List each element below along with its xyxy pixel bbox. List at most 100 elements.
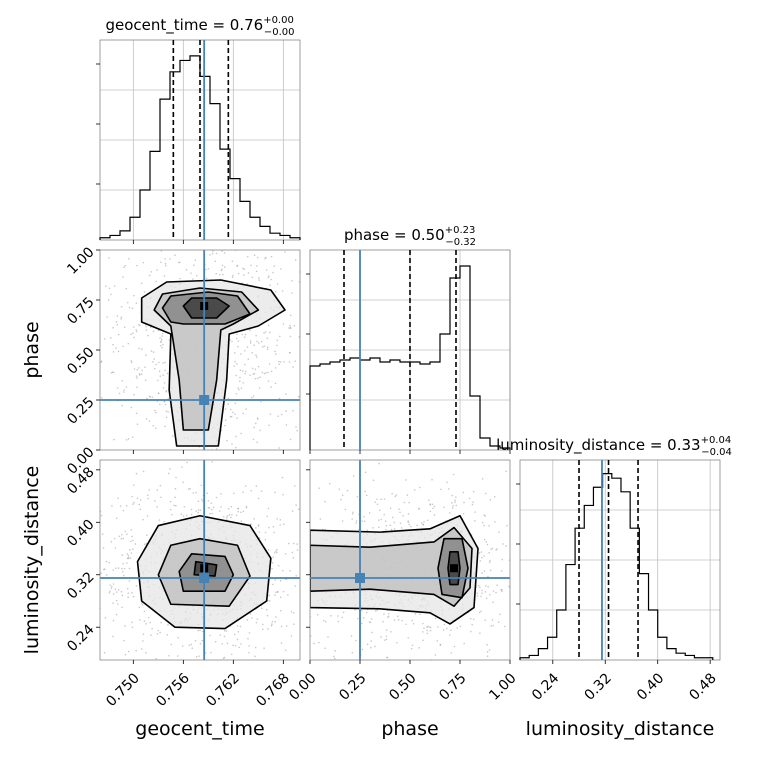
sample-point bbox=[484, 619, 487, 621]
sample-point bbox=[143, 620, 146, 622]
sample-point bbox=[453, 645, 456, 648]
sample-point bbox=[201, 237, 203, 239]
sample-point bbox=[127, 342, 130, 345]
sample-point bbox=[110, 540, 113, 543]
sample-point bbox=[314, 290, 316, 292]
sample-point bbox=[351, 651, 354, 654]
sample-point bbox=[251, 396, 253, 399]
sample-point bbox=[285, 393, 287, 395]
sample-point bbox=[398, 508, 400, 510]
sample-point bbox=[528, 547, 530, 549]
sample-point bbox=[97, 356, 99, 358]
sample-point bbox=[247, 358, 250, 360]
sample-point bbox=[529, 585, 531, 587]
sample-point bbox=[135, 412, 138, 415]
sample-point bbox=[95, 571, 97, 573]
sample-point bbox=[319, 518, 322, 520]
sample-point bbox=[190, 673, 192, 675]
sample-point bbox=[135, 472, 138, 475]
sample-point bbox=[91, 328, 93, 330]
sample-point bbox=[268, 526, 270, 529]
sample-point bbox=[124, 653, 127, 656]
sample-point bbox=[131, 626, 134, 629]
sample-point bbox=[164, 369, 166, 371]
sample-point bbox=[164, 264, 167, 267]
contour-line bbox=[140, 279, 286, 447]
sample-point bbox=[350, 635, 353, 637]
sample-point bbox=[442, 629, 445, 631]
sample-point bbox=[267, 487, 269, 489]
sample-point bbox=[209, 634, 211, 637]
sample-point bbox=[501, 558, 504, 561]
sample-point bbox=[190, 513, 193, 516]
sample-point bbox=[118, 392, 121, 395]
sample-point bbox=[130, 552, 133, 554]
sample-point bbox=[233, 365, 235, 367]
sample-point bbox=[281, 569, 284, 572]
sample-point bbox=[355, 520, 358, 522]
panel-hist-geocent_time: geocent_time = 0.76+0.00 −0.00 bbox=[96, 15, 301, 241]
sample-point bbox=[106, 316, 108, 318]
sample-point bbox=[281, 518, 283, 520]
sample-point bbox=[113, 675, 115, 677]
sample-point bbox=[244, 370, 247, 373]
sample-point bbox=[242, 510, 245, 513]
sample-point bbox=[433, 505, 436, 508]
x-axis-label-luminosity_distance: luminosity_distance bbox=[526, 718, 715, 740]
sample-point bbox=[232, 492, 235, 495]
sample-point bbox=[249, 340, 252, 342]
truth-marker bbox=[199, 395, 210, 405]
sample-point bbox=[223, 266, 226, 268]
sample-point bbox=[294, 585, 297, 587]
sample-point bbox=[75, 568, 77, 570]
sample-point bbox=[217, 238, 219, 240]
sample-point bbox=[414, 613, 417, 615]
sample-point bbox=[224, 424, 226, 427]
sample-point bbox=[223, 243, 225, 245]
sample-point bbox=[238, 646, 240, 649]
contour-line bbox=[310, 526, 473, 608]
sample-point bbox=[296, 240, 298, 242]
sample-point bbox=[426, 629, 428, 632]
sample-point bbox=[478, 552, 481, 554]
sample-point bbox=[502, 543, 504, 545]
y-tick-label: 0.50 bbox=[64, 344, 97, 377]
sample-point bbox=[338, 488, 341, 491]
sample-point bbox=[221, 264, 224, 267]
sample-point bbox=[215, 457, 217, 459]
sample-point bbox=[145, 418, 148, 420]
sample-point bbox=[131, 436, 134, 439]
sample-point bbox=[171, 662, 173, 664]
sample-point bbox=[302, 548, 304, 550]
sample-point bbox=[270, 624, 273, 627]
sample-point bbox=[274, 621, 276, 623]
sample-point bbox=[130, 529, 133, 531]
sample-point bbox=[143, 291, 146, 293]
sample-point bbox=[232, 644, 234, 647]
sample-point bbox=[275, 555, 277, 557]
sample-point bbox=[305, 290, 307, 292]
sample-point bbox=[501, 590, 503, 592]
sample-point bbox=[196, 649, 198, 651]
sample-point bbox=[105, 560, 108, 563]
sample-point bbox=[251, 351, 253, 354]
sample-point bbox=[201, 639, 204, 642]
sample-point bbox=[210, 229, 212, 231]
sample-point bbox=[305, 101, 307, 103]
sample-point bbox=[156, 489, 159, 491]
sample-point bbox=[230, 653, 233, 656]
sample-point bbox=[142, 261, 145, 264]
sample-point bbox=[300, 640, 302, 642]
sample-point bbox=[266, 614, 269, 617]
sample-point bbox=[218, 510, 221, 512]
sample-point bbox=[124, 530, 127, 533]
sample-point bbox=[255, 527, 257, 529]
sample-point bbox=[241, 370, 244, 372]
sample-point bbox=[255, 334, 257, 337]
sample-point bbox=[246, 697, 248, 699]
sample-point bbox=[152, 424, 155, 427]
sample-point bbox=[220, 506, 222, 508]
sample-point bbox=[111, 505, 113, 507]
sample-point bbox=[117, 350, 120, 353]
sample-point bbox=[447, 488, 450, 490]
